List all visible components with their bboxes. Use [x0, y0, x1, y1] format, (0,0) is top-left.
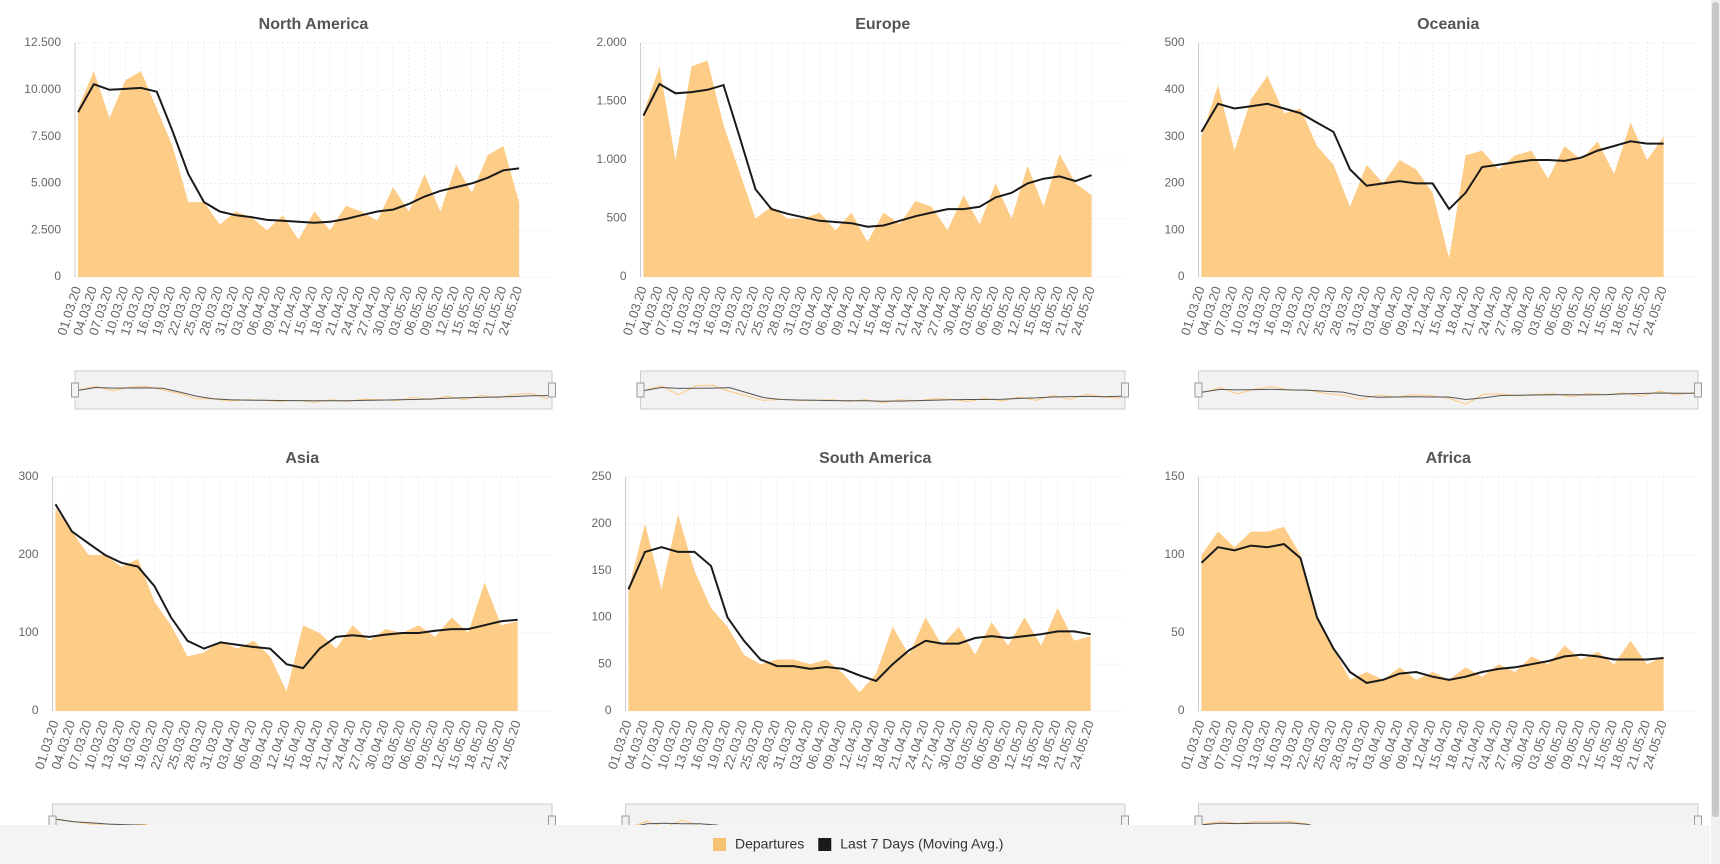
y-tick-label: 2.000 [596, 35, 626, 49]
legend-item[interactable]: Last 7 Days (Moving Avg.) [818, 836, 1003, 852]
y-tick-label: 0 [620, 269, 627, 283]
legend-label: Last 7 Days (Moving Avg.) [840, 836, 1003, 852]
y-tick-label: 300 [18, 469, 38, 483]
moving-average-line [54, 503, 518, 670]
navigator-departures [644, 384, 1122, 404]
y-tick-label: 100 [18, 625, 38, 639]
y-tick-label: 0 [605, 703, 612, 717]
navigator-average [78, 386, 549, 402]
legend: Departures Last 7 Days (Moving Avg.) [713, 836, 1003, 852]
y-tick-label: 50 [598, 656, 612, 670]
moving-average-line [77, 82, 520, 224]
moving-average-line [1200, 543, 1664, 684]
chart: South America05010015020025001.03.2004.0… [591, 450, 1129, 843]
charts: North America 0 2.500 5.000 7.500 10.000 12.50… [18, 16, 1702, 843]
y-tick-label: 1.500 [596, 94, 626, 108]
y-tick-label: 0 [1178, 269, 1185, 283]
navigator-handle[interactable] [71, 382, 79, 398]
departures-area [1201, 75, 1664, 277]
chart-title: Oceania [1417, 16, 1479, 33]
y-tick-label: 300 [1164, 129, 1184, 143]
y-tick-label: 7.500 [31, 129, 61, 143]
y-tick-label: 200 [591, 516, 611, 530]
departures-area [78, 71, 520, 277]
y-tick-label: 200 [18, 547, 38, 561]
chart-title: Asia [285, 450, 319, 467]
departures-area [1201, 526, 1664, 711]
y-tick-label: 100 [1164, 547, 1184, 561]
chart: Africa05010015001.03.2004.03.2007.03.201… [1164, 450, 1702, 843]
y-tick-label: 500 [606, 211, 626, 225]
legend-bar [0, 825, 1710, 864]
navigator-departures [78, 385, 549, 403]
chart-title: South America [819, 450, 931, 467]
y-tick-label: 400 [1164, 82, 1184, 96]
departures-area [628, 514, 1091, 711]
navigator-average [644, 386, 1122, 402]
chart-title: Africa [1426, 450, 1471, 467]
navigator-handle[interactable] [1694, 382, 1702, 398]
y-tick-label: 200 [1164, 176, 1184, 190]
chart: Asia010020030001.03.2004.03.2007.03.2010… [18, 450, 556, 843]
navigator [74, 370, 553, 410]
y-tick-label: 100 [1164, 222, 1184, 236]
legend-swatch [818, 838, 832, 851]
navigator-average [1202, 388, 1694, 401]
y-tick-label: 5.000 [31, 176, 61, 190]
legend-item[interactable]: Departures [713, 836, 804, 852]
navigator-handle[interactable] [548, 382, 556, 398]
y-tick-label: 1.000 [596, 152, 626, 166]
moving-average-line [642, 82, 1092, 228]
moving-average-line [1200, 102, 1664, 211]
navigator [640, 370, 1126, 410]
chart: Europe05001.0001.5002.00001.03.2004.03.2… [596, 16, 1129, 410]
departures-area [643, 60, 1092, 277]
chart-title: North America [259, 16, 369, 33]
chart: North America 0 2.500 5.000 7.500 10.000 12.50… [24, 16, 556, 410]
y-tick-label: 250 [591, 469, 611, 483]
moving-average-line [627, 546, 1091, 683]
y-tick-label: 2.500 [31, 222, 61, 236]
y-tick-label: 100 [591, 610, 611, 624]
legend-label: Departures [735, 836, 804, 852]
y-tick-label: 10.000 [24, 82, 61, 96]
y-tick-label: 150 [591, 563, 611, 577]
y-tick-label: 0 [1178, 703, 1185, 717]
scrollbar-thumb[interactable] [1712, 2, 1719, 817]
y-tick-label: 0 [54, 269, 61, 283]
y-tick-label: 12.500 [24, 35, 61, 49]
navigator-handle[interactable] [636, 382, 645, 398]
navigator-handle[interactable] [1121, 382, 1129, 398]
y-tick-label: 50 [1171, 625, 1185, 639]
chart-title: Europe [855, 16, 910, 33]
y-tick-label: 150 [1164, 469, 1184, 483]
y-tick-label: 500 [1164, 35, 1184, 49]
departures-area [55, 508, 518, 711]
navigator [1198, 370, 1699, 410]
legend-swatch [713, 838, 726, 851]
y-tick-label: 0 [32, 703, 39, 717]
chart: Oceania010020030040050001.03.2004.03.200… [1164, 16, 1702, 410]
navigator-handle[interactable] [1194, 382, 1203, 398]
